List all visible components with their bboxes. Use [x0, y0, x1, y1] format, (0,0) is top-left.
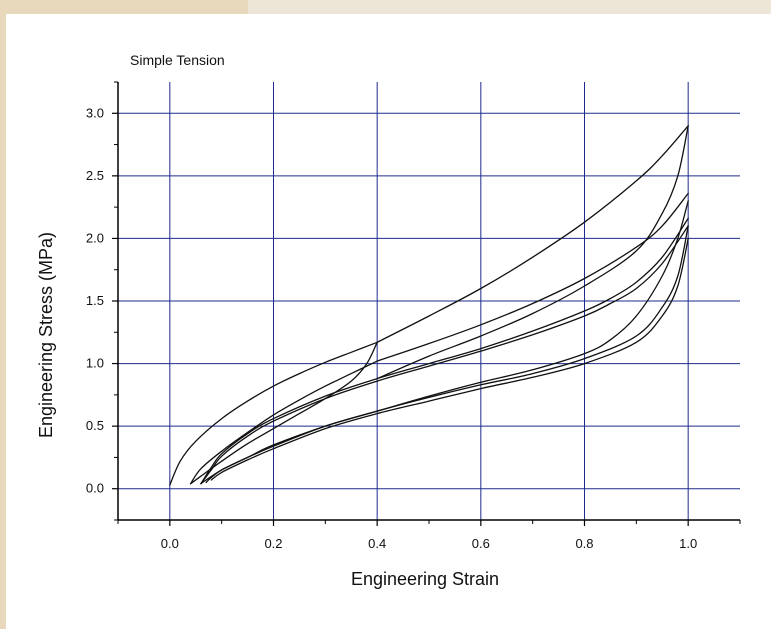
left-frame-strip	[0, 0, 6, 629]
stress-strain-curve-7	[200, 225, 689, 485]
x-tick-label-4: 0.8	[575, 536, 593, 551]
stress-strain-curve-4	[189, 360, 378, 485]
x-tick-label-2: 0.4	[368, 536, 386, 551]
y-tick-label-6: 3.0	[86, 105, 104, 120]
y-tick-label-4: 2.0	[86, 230, 104, 245]
y-tick-label-5: 2.5	[86, 168, 104, 183]
stress-strain-curve-9	[205, 225, 689, 484]
y-axis-title: Engineering Stress (MPa)	[36, 232, 56, 438]
data-series	[169, 125, 689, 486]
y-tick-label-1: 0.5	[86, 418, 104, 433]
x-tick-label-0: 0.0	[161, 536, 179, 551]
stress-strain-curve-5	[376, 192, 689, 362]
y-tick-label-3: 1.5	[86, 293, 104, 308]
stress-strain-curve-10	[210, 237, 689, 481]
chart-title: Simple Tension	[130, 52, 225, 68]
stress-strain-curve-2	[376, 125, 689, 380]
top-frame-light-strip	[248, 0, 771, 14]
x-tick-label-1: 0.2	[264, 536, 282, 551]
y-tick-label-0: 0.0	[86, 481, 104, 496]
stress-strain-curve-0	[169, 341, 378, 486]
x-tick-label-5: 1.0	[679, 536, 697, 551]
stress-strain-curve-8	[200, 217, 689, 485]
x-tick-label-3: 0.6	[472, 536, 490, 551]
stress-strain-curve-1	[376, 125, 689, 343]
axes: 0.0 0.2 0.4 0.6 0.8 1.0 0.0 0.5 1.0 1.5 2.0 2.5 3.0	[86, 81, 741, 551]
x-axis-title: Engineering Strain	[351, 569, 499, 589]
y-tick-label-2: 1.0	[86, 356, 104, 371]
top-frame-strip	[0, 0, 248, 14]
